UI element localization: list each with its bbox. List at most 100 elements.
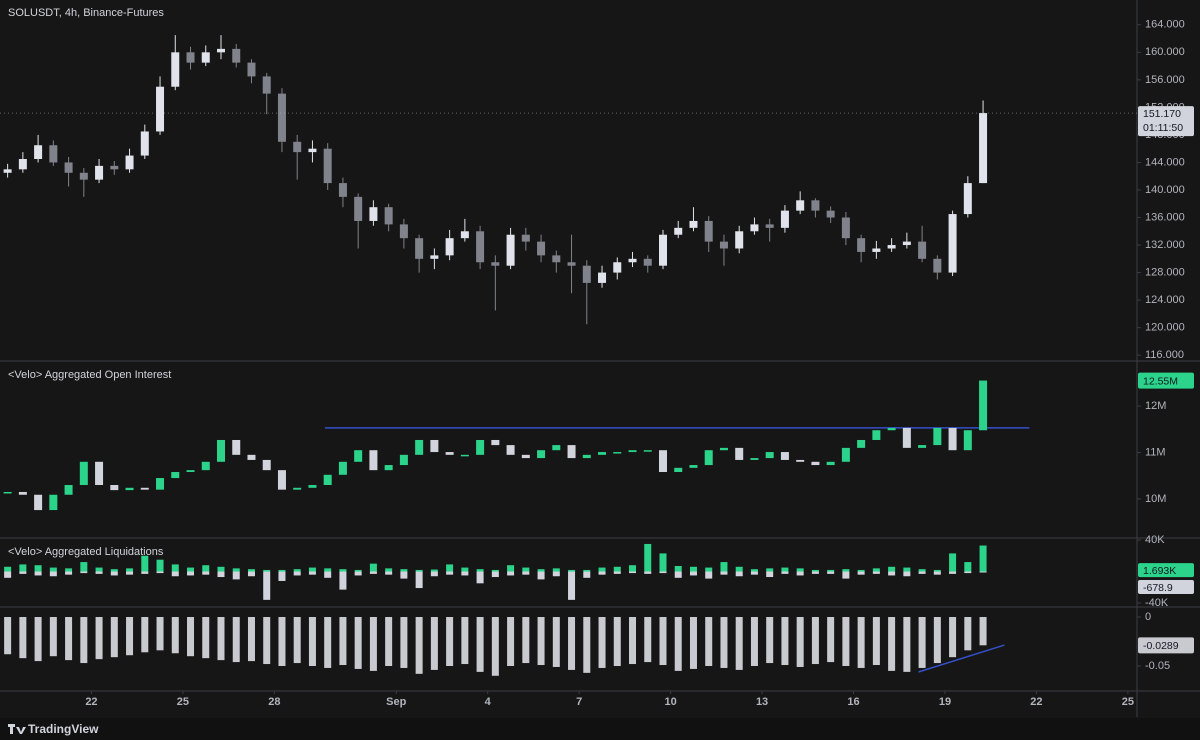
bar (552, 571, 560, 577)
candle-body (277, 93, 286, 142)
bar (126, 571, 134, 575)
y-tick-label: 164.000 (1145, 19, 1185, 31)
bar (141, 555, 149, 572)
oi-candle (582, 454, 591, 459)
bar (949, 617, 957, 658)
bar (979, 617, 987, 646)
bar (491, 617, 499, 676)
oi-candle (918, 445, 927, 448)
oi-candle (18, 491, 27, 495)
bar (263, 617, 271, 665)
bar (187, 571, 195, 576)
bar (156, 559, 164, 572)
bar (171, 617, 179, 654)
bar (857, 617, 865, 668)
bar (324, 568, 332, 572)
bar (918, 571, 926, 574)
y-tick-label: 160.000 (1145, 46, 1185, 58)
bar (918, 617, 926, 668)
candle-body (933, 258, 942, 273)
bar (65, 568, 73, 572)
candle-body (780, 210, 789, 228)
candle-body (445, 238, 454, 256)
oi-candle (628, 450, 637, 453)
bar (811, 569, 819, 572)
bar (842, 617, 850, 666)
current-value-tag (1138, 563, 1194, 578)
bar (324, 617, 332, 668)
negative-value-label: -678.9 (1143, 582, 1173, 594)
bar (263, 571, 271, 600)
bar (552, 617, 560, 667)
candle-body (415, 238, 424, 259)
bar (385, 571, 393, 575)
bar (308, 571, 316, 575)
candle-body (171, 52, 180, 87)
bar (491, 569, 499, 572)
candle-body (247, 62, 256, 77)
candle-body (399, 224, 408, 239)
candle-body (598, 272, 607, 283)
bar (766, 571, 774, 578)
oi-candle (476, 439, 485, 455)
oi-candle (780, 452, 789, 460)
bar (126, 568, 134, 572)
bar (187, 617, 195, 657)
bar (278, 571, 286, 581)
bar (232, 568, 240, 572)
bar (750, 571, 758, 575)
bar (827, 571, 835, 574)
current-value-label: 1.693K (1143, 565, 1176, 577)
bar (613, 566, 621, 572)
bar (979, 545, 987, 572)
oi-candle (323, 474, 332, 486)
bar (49, 617, 57, 657)
bar (217, 566, 225, 572)
bar (446, 564, 454, 572)
candle-body (689, 220, 698, 228)
oi-candle (308, 485, 317, 488)
bar (888, 617, 896, 671)
oi-candle (765, 452, 774, 459)
oi-candle (963, 430, 972, 451)
last-value-tag (1138, 637, 1194, 654)
candle-body (811, 200, 820, 211)
oi-candle (384, 465, 393, 471)
x-tick-label: 25 (177, 696, 189, 708)
bar (324, 571, 332, 578)
oi-candle (79, 461, 88, 486)
candle-body (216, 48, 225, 53)
candle-body (704, 220, 713, 242)
candle-body (750, 224, 759, 232)
candle-body (643, 258, 652, 266)
oi-candle (430, 439, 439, 453)
candle-body (674, 227, 683, 235)
bar (568, 569, 576, 572)
bar (110, 569, 118, 572)
bar (339, 617, 347, 666)
oi-candle (902, 427, 911, 448)
bar (476, 617, 484, 672)
bar (659, 553, 667, 572)
x-tick-label: 4 (485, 696, 492, 708)
oi-candle (567, 445, 576, 459)
candle-body (902, 241, 911, 246)
trend-line (918, 644, 1005, 673)
bar (400, 569, 408, 572)
bar (689, 571, 697, 576)
bar (689, 566, 697, 572)
candle-body (719, 241, 728, 249)
bar (247, 617, 255, 662)
bar (80, 562, 88, 572)
bar (888, 571, 896, 576)
oi-candle (613, 452, 622, 454)
bar (187, 567, 195, 572)
candle-body (125, 155, 134, 170)
bar (202, 565, 210, 572)
oi-candle (186, 470, 195, 473)
x-tick-label: 22 (1030, 696, 1042, 708)
candle-body (79, 172, 88, 180)
bar (949, 553, 957, 572)
candle-body (140, 131, 149, 156)
oi-candle (506, 445, 515, 455)
